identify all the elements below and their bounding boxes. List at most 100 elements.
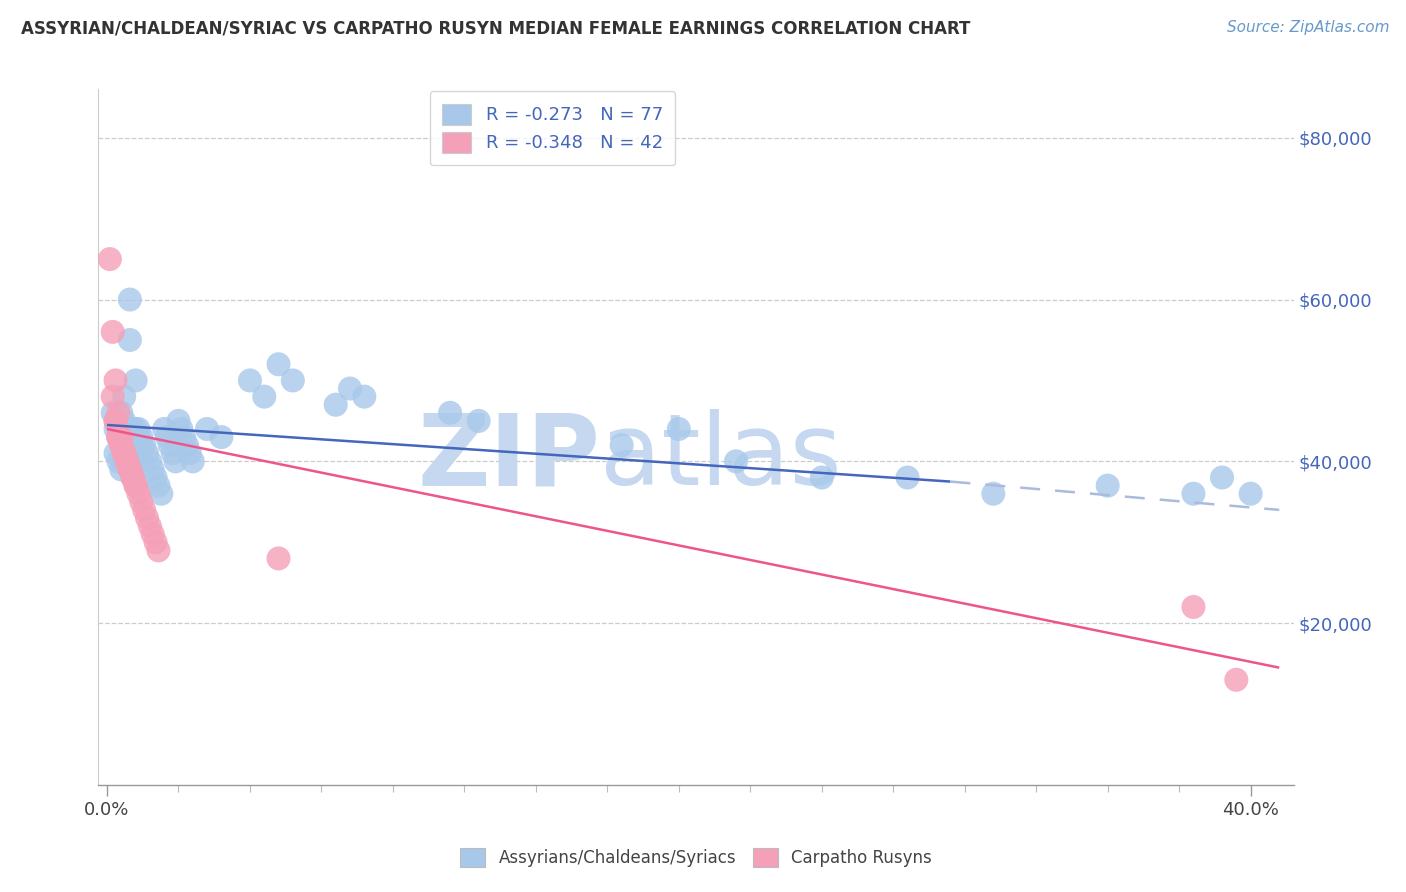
Point <box>104 374 127 388</box>
Point <box>159 438 181 452</box>
Point <box>112 446 135 460</box>
Point <box>107 430 129 444</box>
Point <box>115 454 138 468</box>
Point <box>176 438 198 452</box>
Point <box>121 470 143 484</box>
Point <box>107 422 129 436</box>
Point <box>610 438 633 452</box>
Point <box>136 511 159 525</box>
Point <box>104 414 127 428</box>
Point <box>1182 599 1205 614</box>
Point <box>145 470 167 484</box>
Point <box>134 503 156 517</box>
Point <box>668 422 690 436</box>
Point <box>981 486 1004 500</box>
Point <box>121 430 143 444</box>
Point <box>150 486 173 500</box>
Point <box>179 446 201 460</box>
Point <box>1182 486 1205 500</box>
Text: Source: ZipAtlas.com: Source: ZipAtlas.com <box>1226 20 1389 35</box>
Point <box>139 454 162 468</box>
Point <box>107 406 129 420</box>
Point <box>325 398 347 412</box>
Point <box>353 390 375 404</box>
Point <box>127 422 149 436</box>
Point <box>148 478 170 492</box>
Point <box>170 422 193 436</box>
Point <box>165 454 187 468</box>
Point <box>131 430 153 444</box>
Point <box>104 422 127 436</box>
Point <box>118 462 141 476</box>
Point <box>107 430 129 444</box>
Point <box>110 438 132 452</box>
Point <box>142 527 165 541</box>
Point <box>110 438 132 452</box>
Point <box>127 430 149 444</box>
Point <box>121 470 143 484</box>
Point <box>118 454 141 468</box>
Point <box>145 535 167 549</box>
Point <box>110 462 132 476</box>
Point <box>118 462 141 476</box>
Point <box>724 454 747 468</box>
Point <box>124 422 146 436</box>
Point <box>121 462 143 476</box>
Point <box>156 430 179 444</box>
Point <box>127 446 149 460</box>
Point <box>810 470 832 484</box>
Point <box>112 446 135 460</box>
Point <box>112 414 135 428</box>
Point <box>267 357 290 371</box>
Point <box>142 462 165 476</box>
Point <box>112 446 135 460</box>
Point <box>112 446 135 460</box>
Point <box>101 390 124 404</box>
Point <box>181 454 204 468</box>
Point <box>115 454 138 468</box>
Point <box>162 446 184 460</box>
Point <box>253 390 276 404</box>
Point <box>115 446 138 460</box>
Point <box>112 438 135 452</box>
Point <box>115 454 138 468</box>
Point <box>124 478 146 492</box>
Point <box>896 470 918 484</box>
Text: ASSYRIAN/CHALDEAN/SYRIAC VS CARPATHO RUSYN MEDIAN FEMALE EARNINGS CORRELATION CH: ASSYRIAN/CHALDEAN/SYRIAC VS CARPATHO RUS… <box>21 20 970 37</box>
Point <box>107 454 129 468</box>
Point <box>134 438 156 452</box>
Point <box>153 422 176 436</box>
Point <box>195 422 218 436</box>
Point <box>118 462 141 476</box>
Point <box>124 438 146 452</box>
Point <box>339 382 361 396</box>
Point <box>148 543 170 558</box>
Point <box>101 325 124 339</box>
Point <box>110 430 132 444</box>
Point <box>107 430 129 444</box>
Text: ZIP: ZIP <box>418 409 600 507</box>
Legend: Assyrians/Chaldeans/Syriacs, Carpatho Rusyns: Assyrians/Chaldeans/Syriacs, Carpatho Ru… <box>460 848 932 867</box>
Point <box>121 470 143 484</box>
Point <box>136 446 159 460</box>
Point <box>1239 486 1261 500</box>
Point <box>167 414 190 428</box>
Point <box>104 446 127 460</box>
Point <box>115 454 138 468</box>
Point <box>112 446 135 460</box>
Point <box>110 438 132 452</box>
Point <box>118 333 141 347</box>
Point <box>121 470 143 484</box>
Point <box>110 430 132 444</box>
Point <box>131 438 153 452</box>
Point <box>281 374 304 388</box>
Point <box>209 430 232 444</box>
Point <box>124 438 146 452</box>
Point <box>127 486 149 500</box>
Point <box>115 430 138 444</box>
Point <box>1097 478 1119 492</box>
Point <box>139 519 162 533</box>
Point <box>1211 470 1233 484</box>
Point <box>173 430 195 444</box>
Text: atlas: atlas <box>600 409 842 507</box>
